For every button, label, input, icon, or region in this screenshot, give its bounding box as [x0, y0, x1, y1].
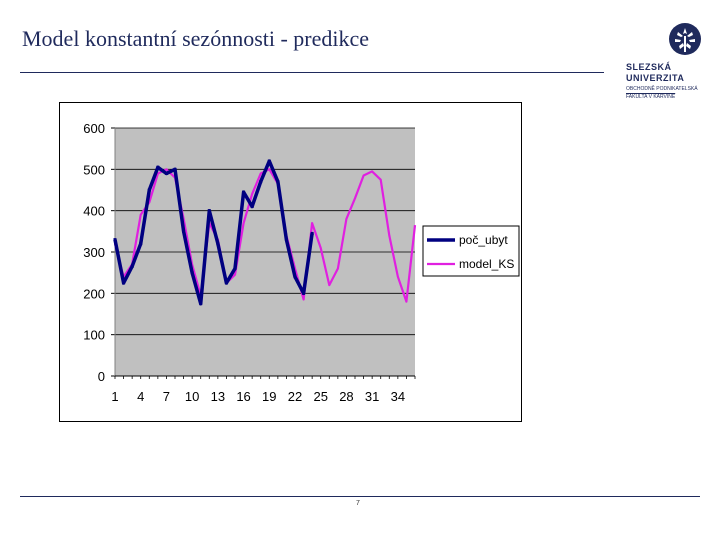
x-tick-label: 16	[236, 389, 250, 404]
data-point	[284, 238, 288, 242]
data-point	[164, 171, 168, 175]
x-tick-label: 10	[185, 389, 199, 404]
data-point	[113, 238, 117, 242]
data-point	[224, 281, 228, 285]
x-tick-label: 7	[163, 389, 170, 404]
y-tick-label: 300	[83, 245, 105, 260]
university-emblem-icon	[669, 23, 701, 55]
y-tick-label: 100	[83, 328, 105, 343]
data-point	[302, 291, 306, 295]
data-point	[242, 190, 246, 194]
data-point	[293, 275, 297, 279]
y-tick-label: 500	[83, 162, 105, 177]
x-tick-label: 1	[111, 389, 118, 404]
data-point	[216, 242, 220, 246]
data-point	[199, 302, 203, 306]
x-tick-label: 31	[365, 389, 379, 404]
data-point	[207, 209, 211, 213]
footer-divider	[20, 496, 700, 497]
data-point	[156, 165, 160, 169]
data-point	[259, 180, 263, 184]
logo-text-line4: FAKULTA V KARVINÉ	[626, 94, 676, 100]
legend-label-poč_ubyt: poč_ubyt	[459, 233, 508, 247]
data-point	[130, 264, 134, 268]
data-point	[139, 242, 143, 246]
data-point	[122, 281, 126, 285]
data-point	[173, 167, 177, 171]
line-chart: 0 100 200 300 400 500 600 1 4 7 10 13 16 19 22 25 28 31 34…	[83, 121, 520, 404]
data-point	[147, 188, 151, 192]
x-tick-label: 34	[391, 389, 405, 404]
data-point	[182, 229, 186, 233]
data-point	[267, 159, 271, 163]
title-divider	[20, 72, 604, 73]
legend-label-model_KS: model_KS	[459, 257, 514, 271]
y-tick-label: 400	[83, 204, 105, 219]
series-line-poč_ubyt	[113, 159, 314, 306]
page-number: 7	[356, 500, 360, 507]
university-logo: SLEZSKÁ UNIVERZITA OBCHODNĚ PODNIKATELSK…	[624, 22, 704, 104]
logo-text-line2: UNIVERZITA	[626, 73, 685, 83]
x-tick-label: 13	[211, 389, 225, 404]
slide-title: Model konstantní sezónnosti - predikce	[22, 26, 370, 51]
x-tick-label: 22	[288, 389, 302, 404]
logo-text-line3: OBCHODNĚ PODNIKATELSKÁ	[626, 86, 698, 92]
logo-text-line1: SLEZSKÁ	[626, 62, 672, 72]
data-point	[276, 180, 280, 184]
y-tick-label: 0	[98, 369, 105, 384]
y-tick-label: 200	[83, 286, 105, 301]
data-point	[250, 205, 254, 209]
x-tick-label: 25	[313, 389, 327, 404]
x-tick-label: 19	[262, 389, 276, 404]
x-tick-label: 28	[339, 389, 353, 404]
legend-box	[422, 225, 520, 277]
data-point	[233, 267, 237, 271]
data-point	[310, 231, 314, 235]
x-tick-label: 4	[137, 389, 144, 404]
data-point	[190, 271, 194, 275]
y-tick-label: 600	[83, 121, 105, 136]
